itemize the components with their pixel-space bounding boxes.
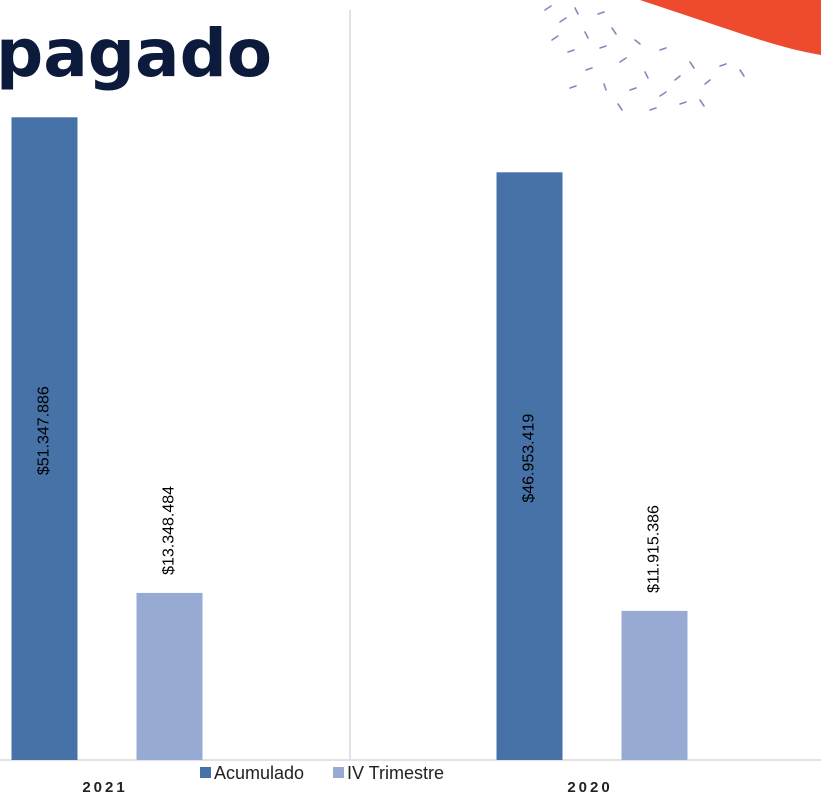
x-tick-label: 2020: [567, 779, 612, 796]
chart: pagado 2021 $51.347.886 $13.348.484 2020 $46…: [0, 0, 821, 798]
value-label: $11.915.386: [646, 505, 663, 593]
bar: [137, 593, 203, 760]
value-label: $51.347.886: [36, 386, 53, 475]
decor-blob: [640, 0, 821, 55]
legend-label: Acumulado: [214, 763, 304, 783]
chart-title: pagado: [0, 15, 272, 92]
value-label: $46.953.419: [521, 414, 538, 503]
legend-label: IV Trimestre: [347, 763, 444, 783]
value-label: $13.348.484: [161, 486, 178, 575]
legend-swatch: [333, 767, 344, 778]
legend-swatch: [200, 767, 211, 778]
x-tick-label: 2021: [82, 779, 127, 796]
bar: [622, 611, 688, 760]
